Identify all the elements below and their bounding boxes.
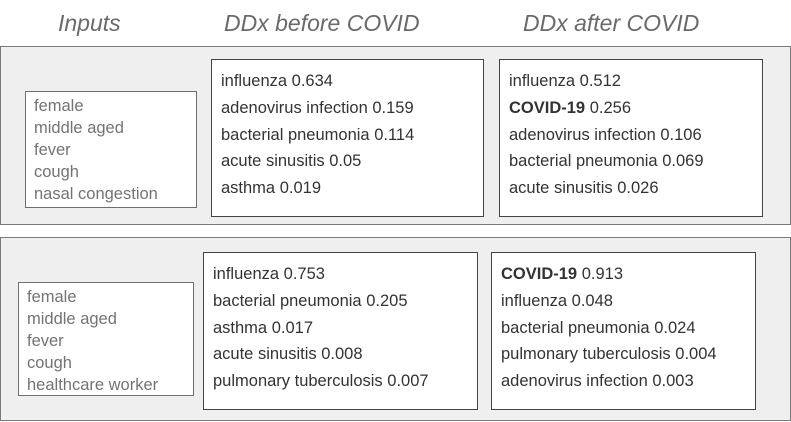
diagnosis-score: 0.106	[660, 125, 702, 144]
diagnosis-row: bacterial pneumonia 0.024	[501, 315, 755, 342]
diagnosis-row: pulmonary tuberculosis 0.004	[501, 341, 755, 368]
diagnosis-score: 0.634	[291, 72, 333, 90]
diagnosis-name: asthma	[213, 318, 268, 337]
input-item: middle aged	[34, 119, 124, 137]
diagnosis-row: bacterial pneumonia 0.114	[221, 122, 483, 149]
input-item: middle aged	[27, 310, 117, 328]
diagnosis-row: COVID-19 0.256	[509, 95, 762, 122]
diagnosis-score: 0.008	[321, 345, 363, 364]
diagnosis-score: 0.004	[675, 345, 717, 364]
diagnosis-row: bacterial pneumonia 0.205	[213, 288, 477, 315]
diagnosis-row: pulmonary tuberculosis 0.007	[213, 368, 477, 395]
inputs-box: female middle aged fever cough healthcar…	[18, 282, 194, 396]
ddx-before-header: DDx before COVID	[224, 10, 420, 36]
diagnosis-row: adenovirus infection 0.003	[501, 368, 755, 395]
diagnosis-score: 0.256	[589, 98, 631, 117]
input-item: fever	[27, 332, 64, 350]
diagnosis-name: asthma	[221, 179, 276, 198]
case-panel-1: female middle aged fever cough nasal con…	[0, 46, 791, 225]
diagnosis-row: influenza 0.512	[509, 68, 762, 95]
diagnosis-name: adenovirus infection	[501, 372, 648, 391]
diagnosis-name: bacterial pneumonia	[213, 291, 362, 310]
diagnosis-name: pulmonary tuberculosis	[213, 372, 383, 391]
diagnosis-score: 0.017	[271, 318, 313, 337]
diagnosis-score: 0.159	[372, 98, 414, 117]
diagnosis-name: influenza	[221, 72, 288, 90]
diagnosis-row: bacterial pneumonia 0.069	[509, 148, 762, 175]
diagnosis-score: 0.512	[579, 72, 621, 90]
input-item: cough	[27, 354, 72, 372]
diagnosis-name: adenovirus infection	[221, 98, 368, 117]
input-item: fever	[34, 141, 71, 159]
ddx-after-box: influenza 0.512 COVID-19 0.256 adenoviru…	[499, 59, 763, 217]
input-item: healthcare worker	[27, 376, 159, 394]
diagnosis-score: 0.024	[654, 318, 696, 337]
diagnosis-score: 0.753	[283, 265, 325, 283]
diagnosis-score: 0.205	[366, 291, 408, 310]
diagnosis-name: influenza	[509, 72, 576, 90]
ddx-before-box: influenza 0.634 adenovirus infection 0.1…	[211, 59, 484, 217]
diagnosis-row: influenza 0.634	[221, 68, 483, 95]
diagnosis-row: adenovirus infection 0.106	[509, 122, 762, 149]
input-item: cough	[34, 163, 79, 181]
diagnosis-name: bacterial pneumonia	[501, 318, 650, 337]
ddx-after-box: COVID-19 0.913 influenza 0.048 bacterial…	[491, 252, 756, 410]
diagnosis-name: bacterial pneumonia	[221, 125, 370, 144]
diagnosis-score: 0.05	[329, 152, 362, 171]
diagnosis-score: 0.048	[571, 291, 613, 310]
diagnosis-row: acute sinusitis 0.008	[213, 341, 477, 368]
input-item: female	[34, 97, 84, 115]
diagnosis-row: COVID-19 0.913	[501, 261, 755, 288]
diagnosis-name: adenovirus infection	[509, 125, 656, 144]
diagnosis-name: influenza	[213, 265, 280, 283]
ddx-after-header: DDx after COVID	[523, 10, 700, 36]
diagnosis-score: 0.114	[374, 125, 415, 144]
ddx-before-box: influenza 0.753 bacterial pneumonia 0.20…	[203, 252, 478, 410]
inputs-header: Inputs	[58, 10, 121, 36]
diagnosis-name: acute sinusitis	[221, 152, 325, 171]
diagnosis-score: 0.003	[652, 372, 694, 391]
diagnosis-row: asthma 0.019	[221, 175, 483, 202]
case-panel-2: female middle aged fever cough healthcar…	[0, 237, 791, 421]
diagnosis-name: COVID-19	[501, 265, 578, 283]
diagnosis-row: asthma 0.017	[213, 315, 477, 342]
diagnosis-name: COVID-19	[509, 98, 586, 117]
inputs-box: female middle aged fever cough nasal con…	[25, 91, 197, 208]
diagnosis-score: 0.069	[662, 152, 704, 171]
diagnosis-row: acute sinusitis 0.026	[509, 175, 762, 202]
diagnosis-row: influenza 0.753	[213, 261, 477, 288]
diagnosis-score: 0.913	[581, 265, 623, 283]
input-item: nasal congestion	[34, 185, 158, 203]
diagnosis-name: acute sinusitis	[213, 345, 317, 364]
diagnosis-score: 0.019	[279, 179, 321, 198]
diagnosis-score: 0.007	[387, 372, 429, 391]
diagnosis-name: influenza	[501, 291, 568, 310]
diagnosis-name: pulmonary tuberculosis	[501, 345, 671, 364]
diagnosis-row: acute sinusitis 0.05	[221, 148, 483, 175]
diagnosis-name: acute sinusitis	[509, 179, 613, 198]
diagnosis-score: 0.026	[617, 179, 659, 198]
diagnosis-row: adenovirus infection 0.159	[221, 95, 483, 122]
diagnosis-row: influenza 0.048	[501, 288, 755, 315]
input-item: female	[27, 288, 77, 306]
diagnosis-name: bacterial pneumonia	[509, 152, 658, 171]
